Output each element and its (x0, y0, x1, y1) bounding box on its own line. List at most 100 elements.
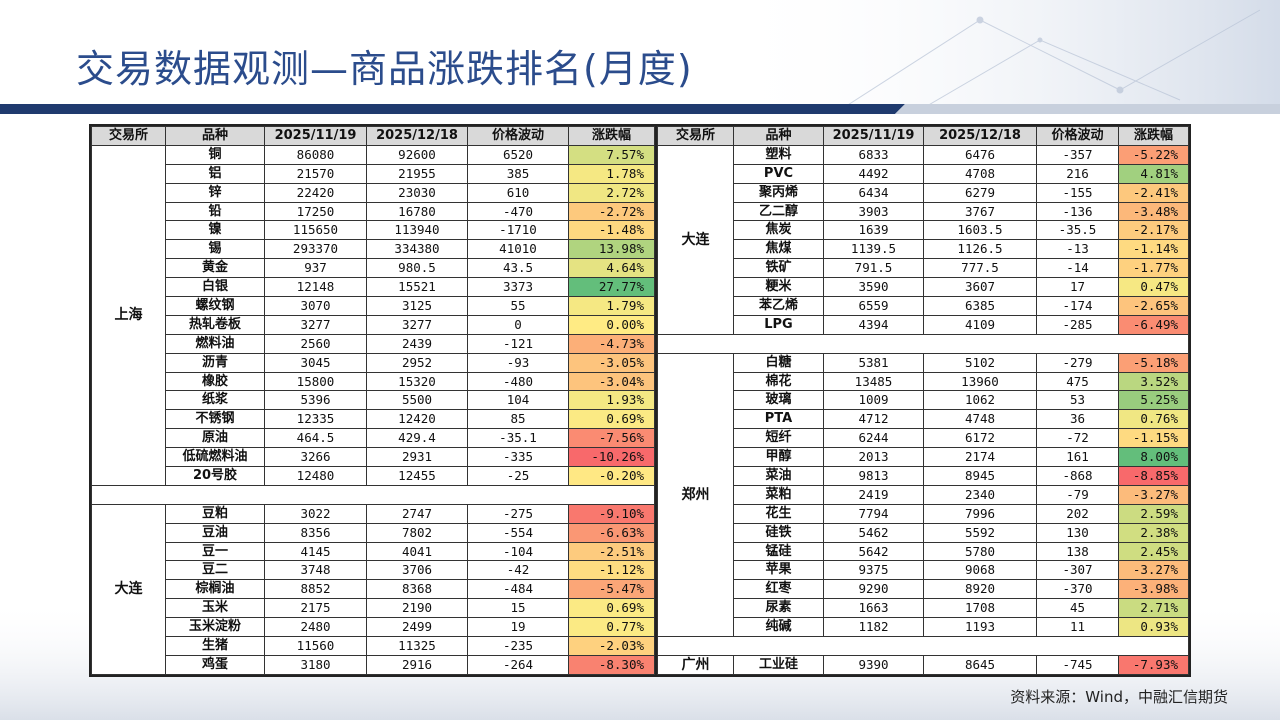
commodity-name-cell: 玻璃 (733, 390, 824, 411)
table-row: 上海铜 86080 92600 6520 7.57% (91, 144, 655, 486)
commodity-name-cell: 乙二醇 (733, 201, 824, 222)
price-change-cell: -25 (467, 466, 569, 486)
price-start-cell: 5381 (823, 352, 924, 373)
pct-change-cell: -8.85% (1118, 466, 1189, 486)
pct-change-cell: 13.98% (568, 239, 655, 260)
price-change-cell: -745 (1036, 654, 1119, 675)
price-change-cell: -554 (467, 522, 569, 543)
price-start-cell: 937 (264, 258, 367, 279)
exchange-cell: 上海 (91, 144, 166, 486)
group-separator-row (657, 636, 1189, 656)
commodity-name-cell: 玉米淀粉 (165, 617, 265, 638)
price-change-cell: -868 (1036, 466, 1119, 486)
price-change-cell: -174 (1036, 296, 1119, 316)
price-change-cell: -264 (467, 654, 569, 675)
pct-change-cell: -3.27% (1118, 560, 1189, 581)
price-end-cell: 13960 (923, 371, 1037, 392)
table-row: 硅铁 5462 5592 130 2.38% (658, 522, 1189, 543)
table-row: 鸡蛋 3180 2916 -264 -8.30% (92, 654, 655, 675)
table-row: 不锈钢 12335 12420 85 0.69% (92, 409, 655, 430)
header-date-end: 2025/12/18 (923, 126, 1037, 146)
commodity-name-cell: 铜 (165, 144, 265, 165)
price-start-cell: 1639 (823, 220, 924, 241)
price-change-cell: -370 (1036, 579, 1119, 600)
header-date-start: 2025/11/19 (823, 126, 924, 146)
price-change-cell: 15 (467, 598, 569, 619)
price-end-cell: 5102 (923, 352, 1037, 373)
price-end-cell: 6476 (923, 144, 1037, 165)
table-row: 大连 塑料 6833 6476 -357 -5.22% (657, 144, 1189, 335)
commodity-name-cell: 苹果 (733, 560, 824, 581)
pct-change-cell: -7.56% (568, 428, 655, 449)
price-end-cell: 12420 (366, 409, 468, 430)
price-change-cell: 85 (467, 409, 569, 430)
table-row: 玉米淀粉 2480 2499 19 0.77% (92, 617, 655, 638)
table-row: 尿素 1663 1708 45 2.71% (658, 598, 1189, 619)
commodity-name-cell: 锌 (165, 182, 265, 203)
pct-change-cell: 2.71% (1118, 598, 1189, 619)
price-change-cell: -104 (467, 541, 569, 562)
table-row: 玉米 2175 2190 15 0.69% (92, 598, 655, 619)
commodity-name-cell: 硅铁 (733, 522, 824, 543)
price-start-cell: 464.5 (264, 428, 367, 449)
price-change-cell: -480 (467, 371, 569, 392)
table-row: PVC 4492 4708 216 4.81% (658, 163, 1189, 184)
commodity-name-cell: 热轧卷板 (165, 314, 265, 335)
price-start-cell: 4712 (823, 409, 924, 430)
pct-change-cell: -7.93% (1118, 654, 1189, 675)
price-start-cell: 3022 (264, 503, 367, 524)
pct-change-cell: -1.14% (1118, 239, 1189, 260)
price-change-cell: -79 (1036, 484, 1119, 505)
price-end-cell: 12455 (366, 466, 468, 486)
header-commodity: 品种 (165, 126, 265, 146)
price-start-cell: 2480 (264, 617, 367, 638)
price-end-cell: 3706 (366, 560, 468, 581)
price-change-cell: 17 (1036, 277, 1119, 298)
price-end-cell: 4708 (923, 163, 1037, 184)
header-decoration (720, 0, 1280, 110)
table-row: 锡 293370 334380 41010 13.98% (92, 239, 655, 260)
price-change-cell: -1710 (467, 220, 569, 241)
pct-change-cell: -8.30% (568, 654, 655, 675)
pct-change-cell: -5.22% (1118, 144, 1189, 165)
table-row: 螺纹钢 3070 3125 55 1.79% (92, 296, 655, 316)
price-change-cell: -235 (467, 636, 569, 656)
price-start-cell: 2013 (823, 447, 924, 468)
price-end-cell: 5592 (923, 522, 1037, 543)
price-end-cell: 16780 (366, 201, 468, 222)
pct-change-cell: 0.47% (1118, 277, 1189, 298)
price-start-cell: 3903 (823, 201, 924, 222)
table-row: 玻璃 1009 1062 53 5.25% (658, 390, 1189, 411)
price-start-cell: 17250 (264, 201, 367, 222)
price-start-cell: 2175 (264, 598, 367, 619)
table-row: 锰硅 5642 5780 138 2.45% (658, 541, 1189, 562)
table-row: 热轧卷板 3277 3277 0 0.00% (92, 314, 655, 335)
price-end-cell: 15320 (366, 371, 468, 392)
commodity-name-cell: 花生 (733, 503, 824, 524)
commodity-name-cell: 原油 (165, 428, 265, 449)
price-end-cell: 9068 (923, 560, 1037, 581)
price-change-cell: -13 (1036, 239, 1119, 260)
table-row: LPG 4394 4109 -285 -6.49% (658, 314, 1189, 335)
price-start-cell: 1182 (823, 617, 924, 638)
commodity-name-cell: 生猪 (165, 636, 265, 656)
price-change-cell: -35.1 (467, 428, 569, 449)
pct-change-cell: -5.18% (1118, 352, 1189, 373)
group-separator-row (657, 333, 1189, 354)
price-end-cell: 2340 (923, 484, 1037, 505)
price-start-cell: 2419 (823, 484, 924, 505)
price-change-cell: 6520 (467, 144, 569, 165)
price-start-cell: 5462 (823, 522, 924, 543)
commodity-name-cell: 橡胶 (165, 371, 265, 392)
price-start-cell: 9290 (823, 579, 924, 600)
table-row: 铝 21570 21955 385 1.78% (92, 163, 655, 184)
commodity-name-cell: 20号胶 (165, 466, 265, 486)
price-change-cell: 53 (1036, 390, 1119, 411)
price-end-cell: 4109 (923, 314, 1037, 335)
price-start-cell: 3266 (264, 447, 367, 468)
price-change-cell: -484 (467, 579, 569, 600)
commodity-name-cell: 白银 (165, 277, 265, 298)
pct-change-cell: -2.41% (1118, 182, 1189, 203)
commodity-name-cell: LPG (733, 314, 824, 335)
price-start-cell: 13485 (823, 371, 924, 392)
